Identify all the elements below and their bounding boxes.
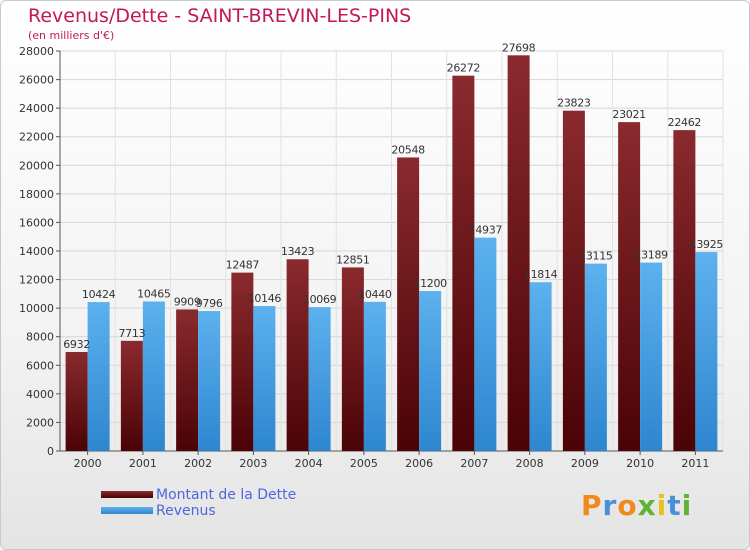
data-label-debt: 6932 bbox=[63, 338, 90, 351]
y-tick-label: 22000 bbox=[19, 131, 54, 144]
x-tick-label: 2000 bbox=[74, 457, 102, 470]
data-label-debt: 13423 bbox=[281, 245, 315, 258]
bar-revenue bbox=[198, 311, 221, 451]
y-tick-label: 0 bbox=[47, 445, 54, 458]
logo-letter: r bbox=[602, 489, 618, 522]
y-tick-label: 8000 bbox=[26, 331, 54, 344]
bar-revenue bbox=[695, 252, 718, 451]
bar-revenue bbox=[474, 237, 497, 451]
bar-debt bbox=[397, 157, 420, 451]
y-tick-label: 10000 bbox=[19, 302, 54, 315]
chart-title: Revenus/Dette - SAINT-BREVIN-LES-PINS bbox=[28, 5, 412, 27]
bar-debt bbox=[673, 130, 696, 451]
bar-debt bbox=[452, 75, 475, 451]
bar-revenue bbox=[419, 291, 442, 451]
axes: 0 2000 4000 6000 8000 10000 12000 14000 16000 180… bbox=[19, 45, 723, 470]
data-label-revenue: 14937 bbox=[469, 224, 503, 237]
data-label-revenue: 11814 bbox=[524, 268, 558, 281]
y-tick-label: 18000 bbox=[19, 188, 54, 201]
proxiti-logo: Proxiti bbox=[581, 489, 692, 522]
data-label-revenue: 13925 bbox=[690, 238, 724, 251]
legend-swatch-revenue bbox=[101, 507, 153, 514]
x-tick-label: 2004 bbox=[295, 457, 323, 470]
data-label-revenue: 10424 bbox=[82, 288, 116, 301]
data-label-revenue: 10146 bbox=[248, 292, 282, 305]
grid-lines bbox=[59, 50, 724, 452]
data-label-debt: 20548 bbox=[391, 143, 425, 156]
x-tick-label: 2011 bbox=[681, 457, 709, 470]
bar-debt bbox=[176, 309, 199, 451]
y-tick-label: 2000 bbox=[26, 416, 54, 429]
bar-debt bbox=[231, 272, 254, 451]
y-tick-label: 12000 bbox=[19, 274, 54, 287]
bar-debt bbox=[341, 267, 364, 451]
logo-letter: i bbox=[656, 489, 668, 522]
x-tick-label: 2001 bbox=[129, 457, 157, 470]
bars bbox=[65, 55, 718, 452]
logo-letter: i bbox=[681, 489, 693, 522]
bar-revenue bbox=[363, 301, 386, 451]
x-tick-label: 2005 bbox=[350, 457, 378, 470]
data-label-revenue: 9796 bbox=[196, 297, 223, 310]
bar-debt bbox=[562, 110, 585, 452]
data-label-debt: 12487 bbox=[226, 259, 260, 272]
legend-label-debt: Montant de la Dette bbox=[156, 487, 297, 503]
logo-letter: o bbox=[617, 489, 638, 522]
data-label-debt: 23021 bbox=[612, 108, 646, 121]
data-label-debt: 7713 bbox=[118, 327, 145, 340]
bar-revenue bbox=[142, 301, 165, 451]
bar-revenue bbox=[529, 282, 552, 451]
legend-swatch-debt bbox=[101, 491, 153, 498]
bar-revenue bbox=[308, 307, 331, 451]
data-label-debt: 22462 bbox=[668, 116, 702, 129]
data-label-debt: 26272 bbox=[447, 62, 481, 75]
bar-revenue bbox=[584, 263, 607, 451]
x-tick-label: 2009 bbox=[571, 457, 599, 470]
data-label-debt: 12851 bbox=[336, 253, 370, 266]
chart-subtitle: (en milliers d'€) bbox=[28, 29, 115, 42]
x-tick-label: 2008 bbox=[516, 457, 544, 470]
bar-revenue bbox=[640, 262, 663, 451]
data-label-revenue: 10069 bbox=[303, 293, 337, 306]
logo-letter: P bbox=[581, 489, 603, 522]
data-label-revenue: 13115 bbox=[579, 250, 613, 263]
y-tick-label: 26000 bbox=[19, 74, 54, 87]
x-tick-label: 2007 bbox=[460, 457, 488, 470]
bar-debt bbox=[286, 259, 309, 451]
bar-debt bbox=[120, 340, 143, 451]
legend-label-revenue: Revenus bbox=[156, 503, 216, 519]
x-tick-label: 2006 bbox=[405, 457, 433, 470]
data-label-debt: 9909 bbox=[174, 295, 201, 308]
y-tick-label: 16000 bbox=[19, 216, 54, 229]
y-tick-label: 14000 bbox=[19, 245, 54, 258]
bar-revenue bbox=[87, 302, 110, 451]
y-tick-label: 20000 bbox=[19, 159, 54, 172]
data-label-revenue: 10465 bbox=[137, 288, 171, 301]
bar-revenue bbox=[253, 306, 276, 451]
y-tick-label: 6000 bbox=[26, 359, 54, 372]
y-tick-label: 4000 bbox=[26, 388, 54, 401]
bar-debt bbox=[618, 122, 641, 451]
logo-letter: x bbox=[637, 489, 657, 522]
x-tick-label: 2003 bbox=[239, 457, 267, 470]
data-label-revenue: 13189 bbox=[634, 249, 668, 262]
x-tick-label: 2010 bbox=[626, 457, 654, 470]
data-label-revenue: 10440 bbox=[358, 288, 392, 301]
bar-debt bbox=[65, 351, 88, 451]
x-tick-label: 2002 bbox=[184, 457, 212, 470]
logo-letter: t bbox=[667, 489, 682, 522]
data-label-revenue: 11200 bbox=[413, 277, 447, 290]
bar-debt bbox=[507, 55, 530, 452]
y-tick-label: 24000 bbox=[19, 102, 54, 115]
y-tick-label: 28000 bbox=[19, 45, 54, 58]
data-label-debt: 23823 bbox=[557, 97, 591, 110]
data-label-debt: 27698 bbox=[502, 41, 536, 54]
